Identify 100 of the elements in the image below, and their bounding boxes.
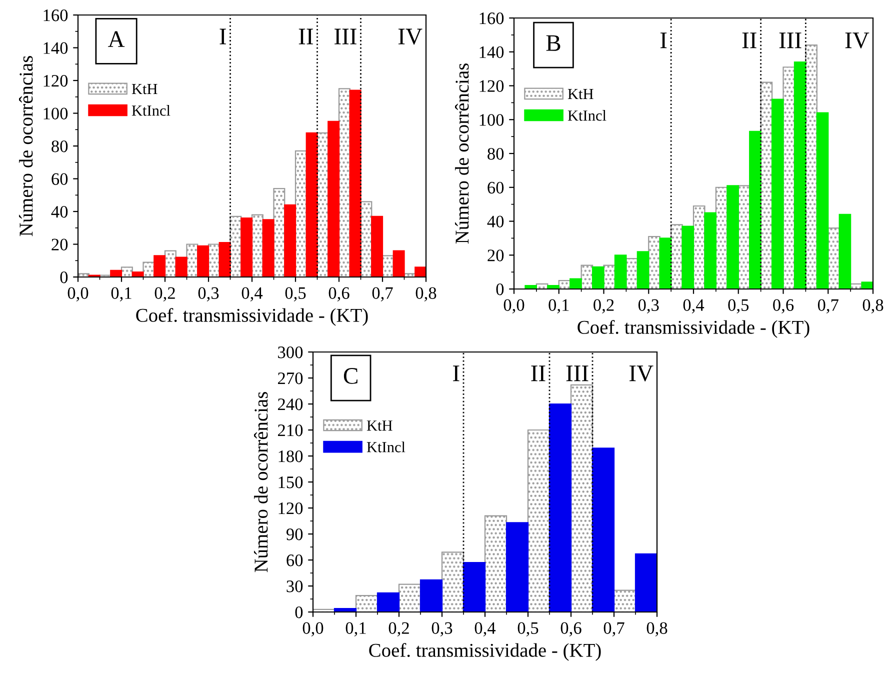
- legend-label: KtIncl: [366, 442, 406, 452]
- y-tick-label: 180: [278, 450, 303, 462]
- y-tick-label: 40: [51, 206, 68, 218]
- x-tick-label: 0,8: [646, 622, 668, 636]
- y-tick-label: 40: [487, 216, 504, 228]
- annotation: I: [220, 28, 226, 44]
- y-tick-label: 150: [278, 476, 303, 488]
- bar: [462, 562, 486, 612]
- annotation: I: [660, 32, 667, 48]
- annotation: II: [742, 32, 756, 48]
- annotation: I: [453, 366, 460, 382]
- annotation: III: [566, 366, 588, 382]
- x-tick-label: 0,3: [432, 622, 452, 636]
- bar: [355, 594, 378, 612]
- text: A: [108, 31, 125, 47]
- x-tick-label: 0,1: [548, 299, 569, 314]
- legend-label: KtH: [568, 89, 594, 100]
- bar: [349, 90, 362, 277]
- x-tick-label: 0,6: [773, 299, 794, 314]
- y-tick-label: 120: [278, 502, 303, 514]
- y-tick-label: 240: [278, 398, 303, 410]
- annotation: II: [298, 28, 313, 44]
- bar: [524, 285, 537, 289]
- bar: [570, 278, 582, 289]
- bar: [414, 266, 426, 277]
- text: C: [344, 368, 358, 384]
- y-tick-label: 140: [44, 42, 68, 54]
- y-tick-label: 80: [52, 140, 68, 152]
- bar: [527, 429, 550, 612]
- bar: [398, 584, 422, 612]
- y-tick-label: 90: [286, 528, 303, 540]
- bar: [376, 592, 400, 612]
- x-axis-title: Coef. transmissividade - (KT): [369, 643, 601, 661]
- y-tick-label: 30: [286, 580, 303, 592]
- y-tick-label: 160: [44, 9, 68, 22]
- y-tick-label: 20: [52, 238, 68, 250]
- x-tick-label: 0,5: [728, 299, 749, 314]
- x-tick-label: 0,2: [594, 299, 614, 314]
- y-tick-label: 300: [278, 346, 303, 358]
- bar: [659, 238, 672, 289]
- y-tick-label: 0: [295, 606, 303, 618]
- bar: [634, 553, 657, 612]
- annotation: III: [779, 32, 802, 48]
- bar: [682, 226, 694, 289]
- bar: [110, 270, 122, 277]
- x-tick-label: 0,6: [560, 622, 582, 636]
- bar: [592, 448, 615, 612]
- y-tick-label: 120: [44, 74, 68, 87]
- x-tick-label: 0,2: [154, 287, 175, 302]
- x-axis-title: Coef. transmissividade - (KT): [136, 308, 368, 326]
- x-tick-label: 0,0: [68, 287, 88, 302]
- y-tick-label: 270: [278, 372, 303, 384]
- bar: [794, 61, 806, 289]
- bar: [570, 384, 594, 612]
- legend-label: KtH: [132, 84, 158, 94]
- legend-label: KtIncl: [132, 105, 170, 116]
- bar: [704, 212, 716, 289]
- bar: [749, 130, 762, 289]
- y-tick-label: 160: [480, 12, 504, 24]
- x-tick-label: 0,7: [604, 622, 624, 636]
- y-tick-label: 60: [488, 182, 504, 194]
- bar: [154, 255, 166, 277]
- legend-label: KtIncl: [568, 110, 606, 121]
- x-tick-label: 0,2: [388, 622, 409, 636]
- bar: [548, 403, 572, 612]
- bar: [306, 132, 318, 277]
- bar: [484, 515, 508, 612]
- y-tick-label: 20: [488, 250, 504, 262]
- bar: [614, 254, 627, 289]
- y-tick-label: 210: [278, 424, 303, 436]
- bar: [547, 285, 560, 289]
- annotation: II: [531, 366, 546, 382]
- annotation: IV: [845, 32, 870, 48]
- x-tick-label: 0,0: [302, 622, 324, 636]
- x-tick-label: 0,3: [638, 299, 659, 314]
- x-tick-label: 0,1: [111, 287, 132, 302]
- bar: [861, 282, 873, 289]
- bar: [197, 245, 210, 277]
- bar: [218, 242, 231, 277]
- y-tick-label: 100: [44, 108, 68, 120]
- y-tick-label: 0: [496, 283, 504, 296]
- y-tick-label: 120: [480, 80, 504, 92]
- bar: [771, 98, 784, 289]
- y-axis-title: Número de ocorrências: [455, 64, 469, 244]
- x-tick-label: 0,7: [818, 299, 838, 314]
- y-tick-label: 60: [286, 554, 303, 566]
- bar: [726, 185, 739, 289]
- bar: [132, 272, 144, 277]
- bar: [816, 112, 829, 289]
- x-tick-label: 0,7: [372, 287, 393, 302]
- legend-label: KtH: [366, 420, 392, 431]
- x-axis-title: Coef. transmissividade - (KT): [578, 320, 810, 338]
- y-tick-label: 140: [480, 46, 504, 58]
- x-tick-label: 0,4: [242, 287, 263, 302]
- bar: [441, 552, 464, 612]
- x-tick-label: 0,3: [198, 287, 219, 302]
- text: B: [546, 35, 560, 51]
- annotation: IV: [630, 366, 654, 382]
- annotation: IV: [398, 28, 422, 45]
- bar: [284, 204, 296, 277]
